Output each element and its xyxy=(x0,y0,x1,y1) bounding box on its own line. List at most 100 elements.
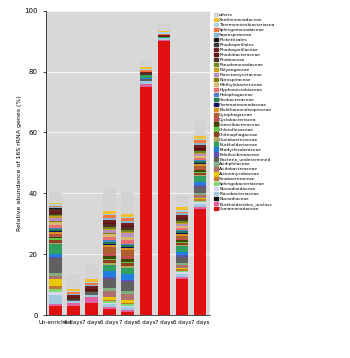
Bar xyxy=(140,69,152,70)
Bar xyxy=(121,268,134,274)
Bar xyxy=(140,84,152,87)
Bar xyxy=(85,295,98,297)
Bar xyxy=(158,37,170,38)
Bar xyxy=(121,231,134,232)
Bar xyxy=(176,265,188,267)
Bar xyxy=(140,70,152,72)
Bar xyxy=(103,231,116,233)
Bar xyxy=(176,226,188,227)
Bar xyxy=(103,253,116,256)
Bar xyxy=(49,280,62,286)
Bar xyxy=(103,277,116,279)
Bar xyxy=(103,279,116,288)
Bar xyxy=(103,234,116,237)
Bar xyxy=(194,140,206,144)
Bar xyxy=(121,247,134,248)
Bar xyxy=(103,241,116,242)
Bar xyxy=(121,232,134,233)
Bar xyxy=(49,229,62,231)
Bar xyxy=(176,267,188,269)
Bar xyxy=(49,222,62,225)
Bar xyxy=(176,246,188,252)
Bar xyxy=(121,223,134,226)
Bar xyxy=(121,308,134,310)
Bar xyxy=(49,286,62,289)
Bar xyxy=(158,24,170,30)
Bar xyxy=(176,219,188,221)
Bar xyxy=(121,256,134,259)
Bar xyxy=(140,81,152,84)
Bar xyxy=(140,74,152,78)
Bar xyxy=(194,187,206,193)
Bar xyxy=(176,231,188,233)
Bar xyxy=(176,229,188,231)
Bar xyxy=(158,40,170,41)
Bar xyxy=(176,228,188,229)
Bar xyxy=(49,257,62,258)
Bar xyxy=(103,211,116,214)
Bar xyxy=(49,204,62,206)
Bar xyxy=(103,301,116,303)
Bar xyxy=(121,241,134,243)
Bar xyxy=(158,35,170,37)
Bar xyxy=(176,242,188,243)
Bar xyxy=(103,218,116,220)
Bar xyxy=(158,38,170,40)
Bar xyxy=(121,300,134,303)
Bar xyxy=(194,163,206,164)
Legend: others, Xanthomonadaceae, Thermomicrobiacteriacea, Sphingomonadaceae, Saprospira: others, Xanthomonadaceae, Thermomicrobia… xyxy=(214,13,275,211)
Bar xyxy=(49,234,62,235)
Bar xyxy=(49,235,62,237)
Bar xyxy=(158,34,170,35)
Bar xyxy=(121,192,134,214)
Bar xyxy=(194,121,206,136)
Bar xyxy=(67,294,80,295)
Bar xyxy=(103,243,116,245)
Bar xyxy=(140,73,152,74)
Bar xyxy=(103,189,116,211)
Bar xyxy=(49,221,62,222)
Bar xyxy=(103,288,116,291)
Bar xyxy=(49,206,62,207)
Bar xyxy=(121,259,134,262)
Bar xyxy=(103,303,116,304)
Bar xyxy=(121,266,134,268)
Bar xyxy=(49,258,62,274)
Bar xyxy=(103,265,116,271)
Bar xyxy=(121,221,134,223)
Bar xyxy=(85,281,98,283)
Bar xyxy=(121,233,134,237)
Bar xyxy=(49,213,62,214)
Bar xyxy=(176,255,188,257)
Bar xyxy=(194,182,206,185)
Bar xyxy=(121,310,134,312)
Bar xyxy=(176,277,188,279)
Bar xyxy=(194,144,206,145)
Bar xyxy=(194,139,206,140)
Bar xyxy=(140,87,152,315)
Bar xyxy=(194,175,206,176)
Bar xyxy=(49,209,62,210)
Bar xyxy=(176,218,188,219)
Bar xyxy=(140,67,152,69)
Bar xyxy=(176,239,188,240)
Bar xyxy=(176,233,188,234)
Bar xyxy=(49,289,62,292)
Bar xyxy=(176,207,188,211)
Bar xyxy=(194,172,206,173)
Bar xyxy=(194,198,206,199)
Bar xyxy=(103,308,116,309)
Bar xyxy=(194,199,206,200)
Bar xyxy=(49,240,62,243)
Bar xyxy=(121,294,134,300)
Bar xyxy=(194,145,206,148)
Bar xyxy=(49,237,62,238)
Bar xyxy=(121,248,134,250)
Bar xyxy=(176,236,188,239)
Bar xyxy=(103,291,116,297)
Bar xyxy=(85,291,98,292)
Bar xyxy=(103,223,116,224)
Bar xyxy=(194,170,206,172)
Bar xyxy=(103,304,116,308)
Bar xyxy=(49,207,62,208)
